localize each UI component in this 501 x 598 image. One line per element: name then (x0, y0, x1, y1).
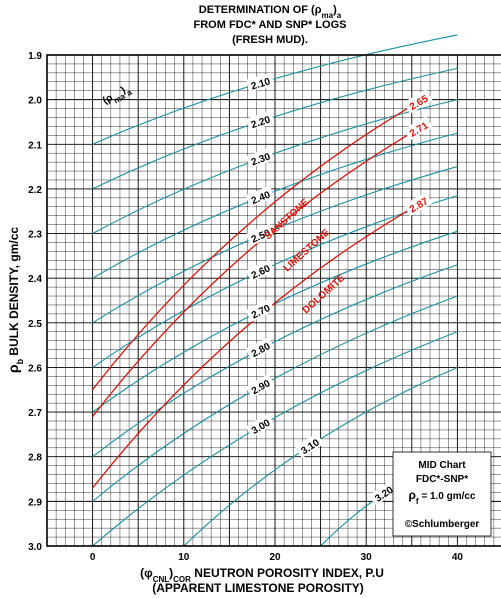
curve-label-2.70: 2.70 (245, 298, 275, 323)
curve-2.87 (92, 197, 431, 489)
curve-labels: 2.102.202.302.402.502.602.652.702.712.80… (245, 72, 433, 506)
curve-label-3.10: 3.10 (294, 433, 324, 459)
limestone-label: LIMESTONE (282, 227, 333, 274)
info-line-4: ©Schlumberger (405, 519, 480, 530)
curve-label-bg (403, 191, 433, 217)
y-tick-label: 2.5 (28, 319, 42, 330)
curve-label-2.71: 2.71 (403, 116, 433, 141)
curve-label-bg (245, 185, 275, 208)
curve-label-bg (245, 223, 275, 246)
curve-label-2.87: 2.87 (403, 191, 433, 217)
x-tick-label: 20 (269, 552, 281, 563)
y-tick-label: 2.1 (28, 140, 42, 151)
parameter-label: (ρma)a (101, 82, 134, 109)
curve-label-2.10: 2.10 (245, 72, 275, 93)
y-tick-label: 1.9 (28, 51, 42, 62)
y-tick-label: 3.0 (28, 542, 42, 553)
y-tick-label: 2.6 (28, 363, 42, 374)
title-line-3: (FRESH MUD). (232, 34, 308, 46)
x-tick-label: 10 (178, 552, 190, 563)
x-axis-label-line-2: (APPARENT LIMESTONE POROSITY) (152, 581, 364, 595)
y-tick-label: 2.9 (28, 497, 42, 508)
dolomite-label: DOLOMITE (301, 273, 348, 317)
title-line-2: FROM FDC* AND SNP* LOGS (194, 19, 347, 31)
y-tick-label: 2.2 (28, 185, 42, 196)
curve-label-bg (403, 89, 433, 114)
curve-label-text: 2.10 (250, 76, 272, 92)
x-tick-label: 0 (90, 552, 96, 563)
curve-2.65 (92, 94, 431, 391)
info-line-2: FDC*-SNP* (416, 474, 468, 485)
y-axis-label: ρb BULK DENSITY, gm/cc (5, 227, 25, 374)
curve-label-bg (245, 373, 275, 398)
x-tick-label: 40 (452, 552, 464, 563)
curve-label-2.30: 2.30 (245, 147, 275, 169)
curve-label-bg (245, 72, 275, 93)
info-box-frame (392, 451, 492, 537)
sandstone-label: SANSTONE (263, 197, 312, 242)
info-box: MID Chart FDC*-SNP* ρf = 1.0 gm/cc ©Schl… (392, 451, 492, 537)
curve-2.71 (92, 121, 431, 417)
curve-label-2.60: 2.60 (245, 259, 275, 283)
y-tick-label: 2.3 (28, 230, 42, 241)
y-tick-label: 2.7 (28, 408, 42, 419)
curve-label-bg (368, 480, 398, 506)
tick-labels: 0 10 20 30 40 1.9 2.0 2.1 2.2 2.3 2.4 2.5 2.6 2.7 2.8 2… (28, 51, 463, 563)
curve-label-bg (294, 433, 324, 459)
info-line-3: ρf = 1.0 gm/cc (408, 488, 476, 506)
curve-label-bg (245, 110, 275, 132)
curve-label-bg (245, 147, 275, 169)
curve-label-bg (245, 298, 275, 323)
curve-label-2.65: 2.65 (403, 89, 433, 114)
title-line-1: DETERMINATION OF (ρma)a (199, 4, 342, 20)
curve-label-3.00: 3.00 (245, 413, 275, 438)
y-tick-label: 2.8 (28, 453, 42, 464)
plot-frame (46, 54, 501, 547)
curve-label-bg (245, 259, 275, 283)
curve-label-2.20: 2.20 (245, 110, 275, 132)
x-axis-label: (φCNL)COR NEUTRON POROSITY INDEX, P.U (140, 566, 384, 584)
curve-label-bg (245, 413, 275, 438)
curve-label-bg (403, 116, 433, 141)
y-tick-label: 2.0 (28, 96, 42, 107)
curve-label-2.90: 2.90 (245, 373, 275, 398)
info-line-1: MID Chart (418, 460, 466, 471)
x-tick-label: 30 (361, 552, 373, 563)
chart-title: DETERMINATION OF (ρma)a FROM FDC* AND SN… (194, 4, 347, 46)
y-tick-label: 2.4 (28, 274, 42, 285)
curve-label-bg (245, 336, 275, 361)
